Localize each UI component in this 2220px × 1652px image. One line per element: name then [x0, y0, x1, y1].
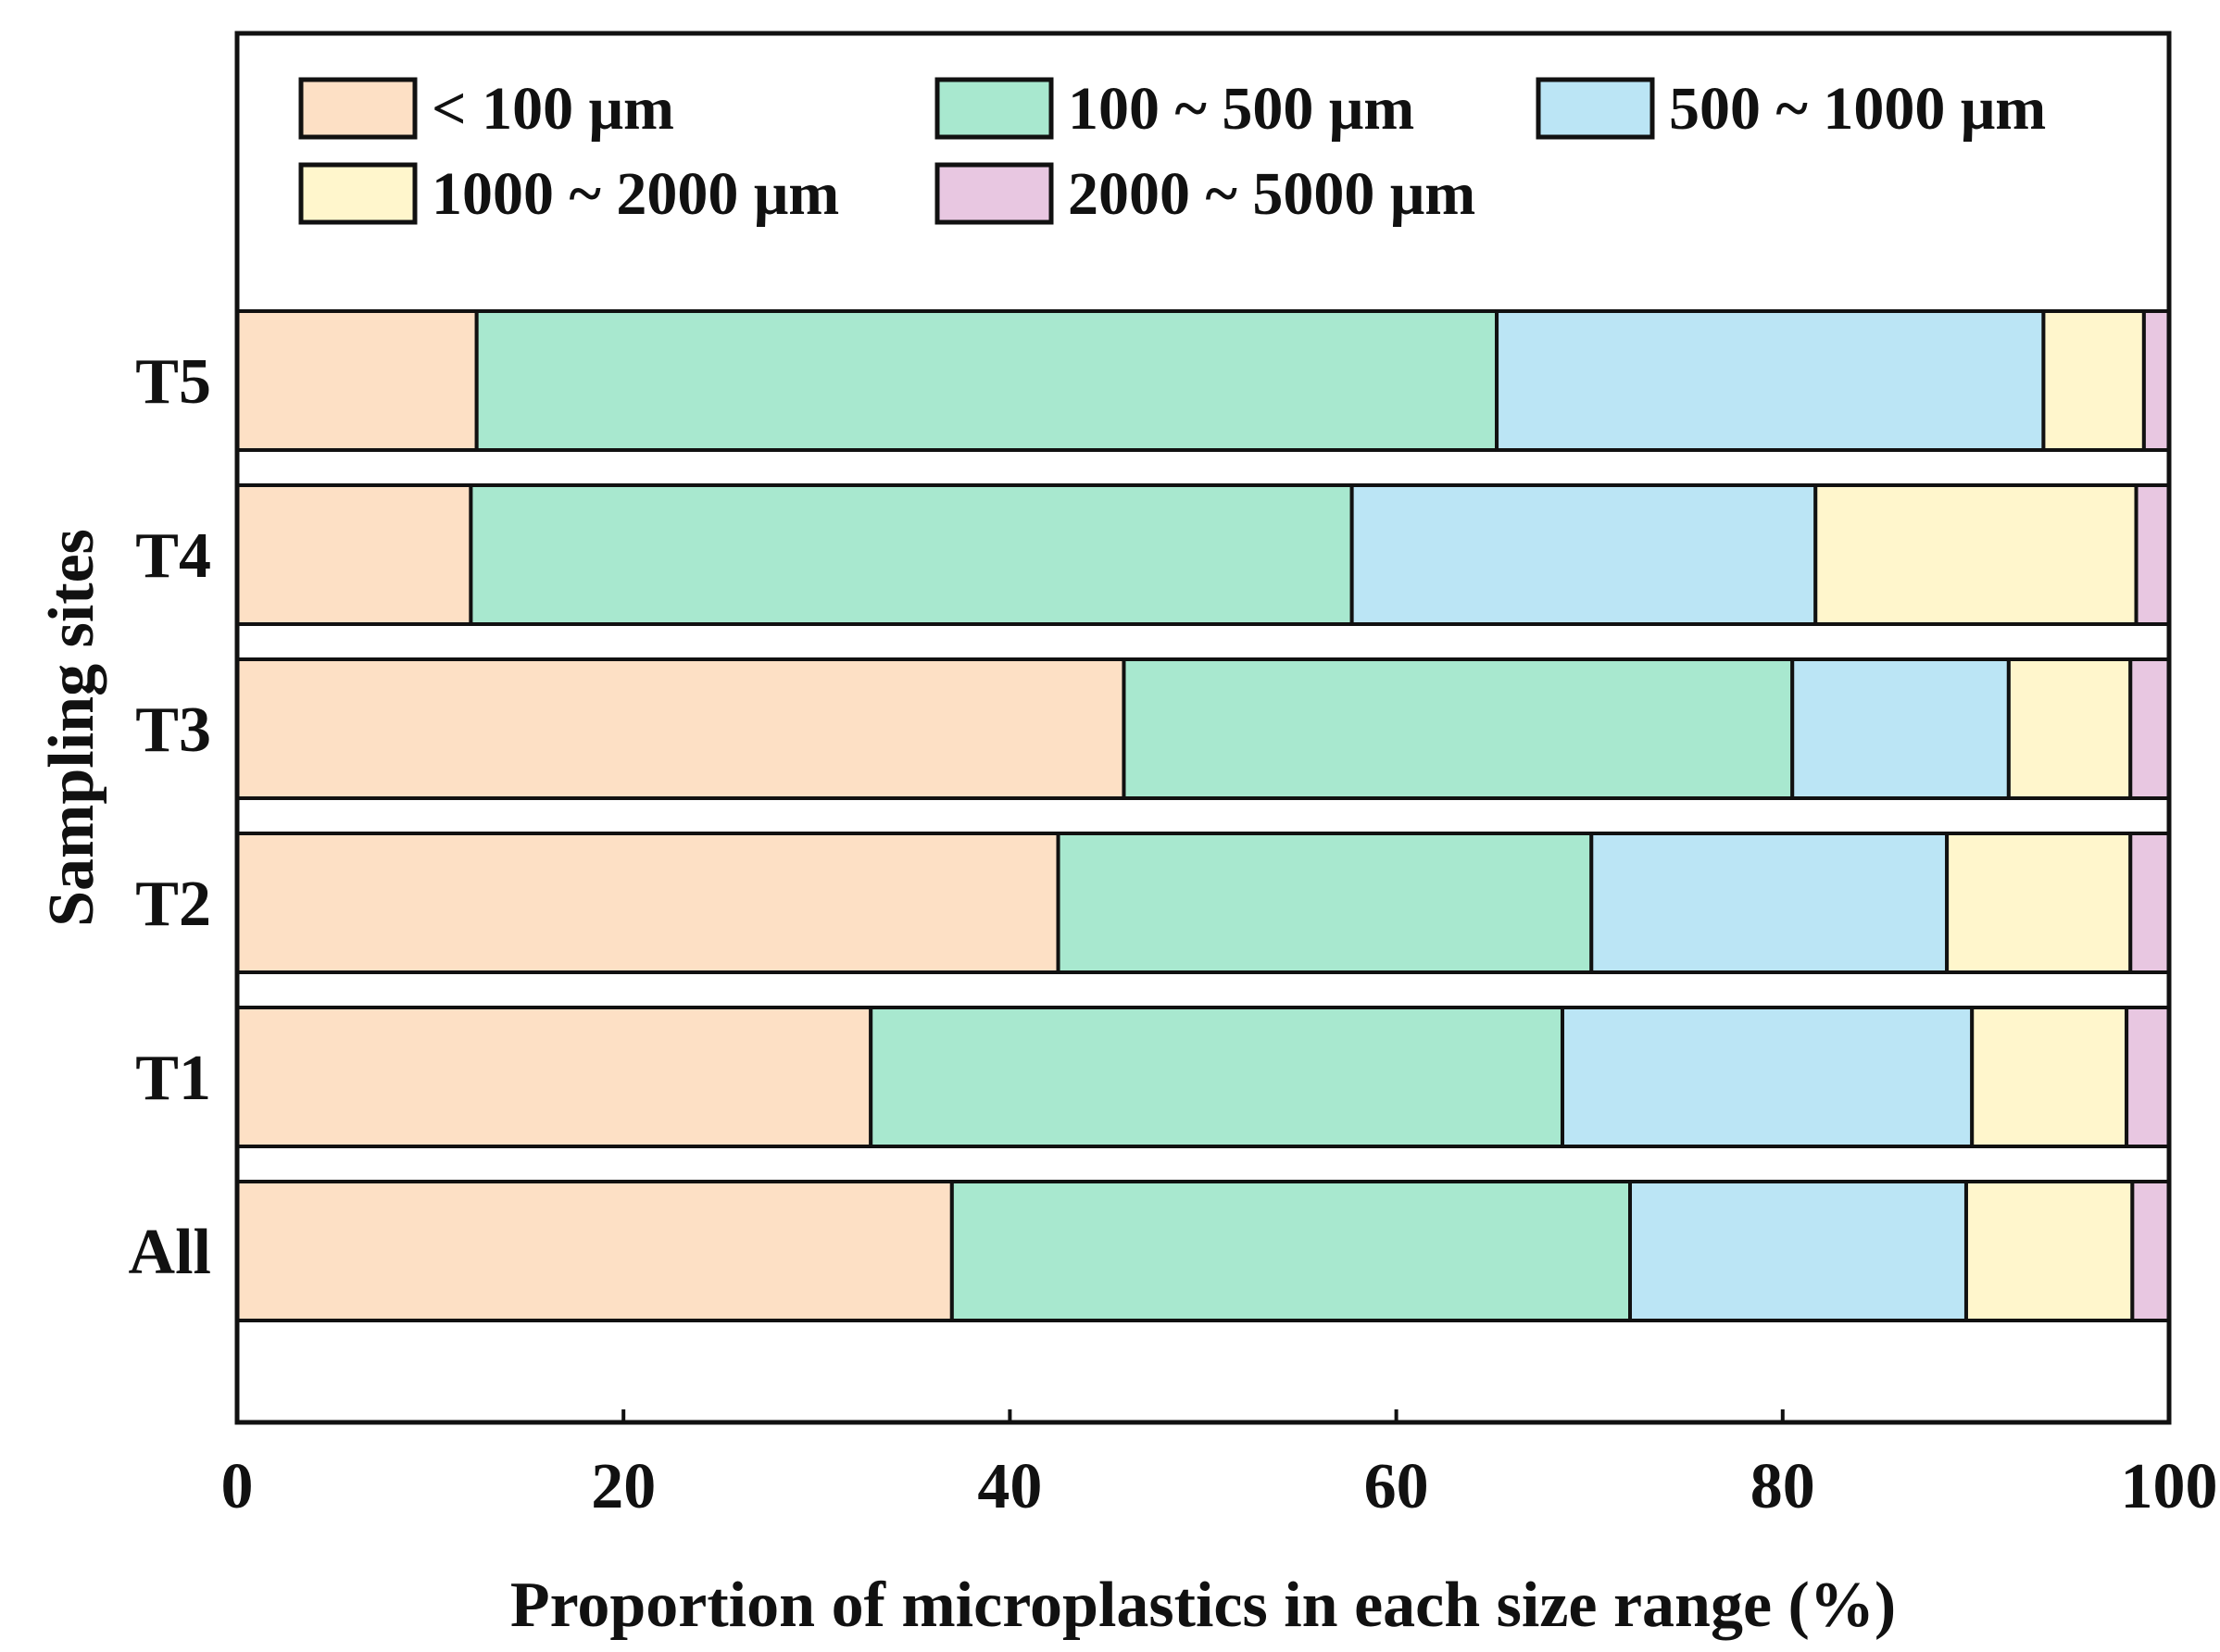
bar-t3-500-1000-m-series2: [1790, 657, 2011, 800]
bar-t3-100-500-m-series1: [1122, 657, 1795, 800]
bar-t5-100-500-m-series1: [474, 309, 1499, 452]
y-tick-label-t5: T5: [135, 346, 211, 418]
x-tick-label-40: 40: [977, 1451, 1042, 1522]
x-tick-label-20: 20: [591, 1451, 656, 1522]
y-tick-label-t3: T3: [135, 695, 211, 766]
legend-swatch-500-1000-m-series2: [1536, 77, 1655, 140]
legend-label-series3: 1000 ~ 2000 μm: [432, 160, 839, 228]
bar-t4-500-1000-m-series2: [1349, 483, 1818, 626]
bar-t4-1000-2000-m-series3: [1813, 483, 2138, 626]
bar-all-100-m-series0: [235, 1180, 954, 1322]
x-tick-label-100: 100: [2121, 1451, 2218, 1522]
bar-t1-1000-2000-m-series3: [1970, 1006, 2129, 1148]
y-tick-label-t2: T2: [135, 869, 211, 940]
legend-swatch-100-500-m-series1: [934, 77, 1054, 140]
bar-t5-2000-5000-m-series4: [2141, 309, 2172, 452]
bar-all-100-500-m-series1: [949, 1180, 1633, 1322]
bar-t2-100-m-series0: [235, 832, 1060, 974]
y-axis-title: Sampling sites: [36, 529, 107, 927]
bar-all-2000-5000-m-series4: [2130, 1180, 2171, 1322]
bar-all-500-1000-m-series2: [1628, 1180, 1968, 1322]
bar-t4-100-m-series0: [235, 483, 473, 626]
legend-label-series0: < 100 μm: [432, 75, 674, 143]
x-axis: 0 20 40 60 80 100: [221, 1409, 2218, 1522]
bar-t2-100-500-m-series1: [1056, 832, 1594, 974]
bar-t3-100-m-series0: [235, 657, 1126, 800]
bar-all-1000-2000-m-series3: [1963, 1180, 2135, 1322]
bar-t3-1000-2000-m-series3: [2006, 657, 2133, 800]
plot-frame: [234, 31, 2172, 1425]
y-tick-label-t1: T1: [135, 1043, 211, 1114]
x-tick-label-0: 0: [221, 1451, 254, 1522]
bar-t2-1000-2000-m-series3: [1945, 832, 2133, 974]
legend-label-series4: 2000 ~ 5000 μm: [1068, 160, 1475, 228]
y-tick-label-t4: T4: [135, 520, 211, 592]
bar-t3-2000-5000-m-series4: [2128, 657, 2172, 800]
legend-swatch-100-m-series0: [298, 77, 418, 140]
bar-t2-500-1000-m-series2: [1589, 832, 1950, 974]
bar-t2-2000-5000-m-series4: [2128, 832, 2172, 974]
legend-label-series2: 500 ~ 1000 μm: [1669, 75, 2046, 143]
x-tick-label-60: 60: [1364, 1451, 1429, 1522]
y-axis: T5 T4 T3 T2 T1 All: [129, 346, 211, 1288]
bar-t4-2000-5000-m-series4: [2134, 483, 2172, 626]
bar-t5-100-m-series0: [235, 309, 479, 452]
legend-swatch-1000-2000-m-series3: [298, 162, 418, 225]
bar-t1-100-500-m-series1: [869, 1006, 1564, 1148]
legend-label-series1: 100 ~ 500 μm: [1068, 75, 1414, 143]
bar-t5-1000-2000-m-series3: [2041, 309, 2146, 452]
bars-group: [235, 309, 2172, 1322]
x-tick-label-80: 80: [1750, 1451, 1815, 1522]
bar-t4-100-500-m-series1: [469, 483, 1354, 626]
bar-t1-2000-5000-m-series4: [2125, 1006, 2171, 1148]
bar-t1-100-m-series0: [235, 1006, 873, 1148]
legend: < 100 μm 100 ~ 500 μm 500 ~ 1000 μm 1000 ~ …: [298, 75, 2046, 228]
x-axis-title: Proportion of microplastics in each size…: [510, 1570, 1896, 1641]
bar-t1-500-1000-m-series2: [1560, 1006, 1975, 1148]
y-tick-label-all: All: [129, 1217, 211, 1288]
legend-swatch-2000-5000-m-series4: [934, 162, 1054, 225]
bar-t5-500-1000-m-series2: [1495, 309, 2046, 452]
